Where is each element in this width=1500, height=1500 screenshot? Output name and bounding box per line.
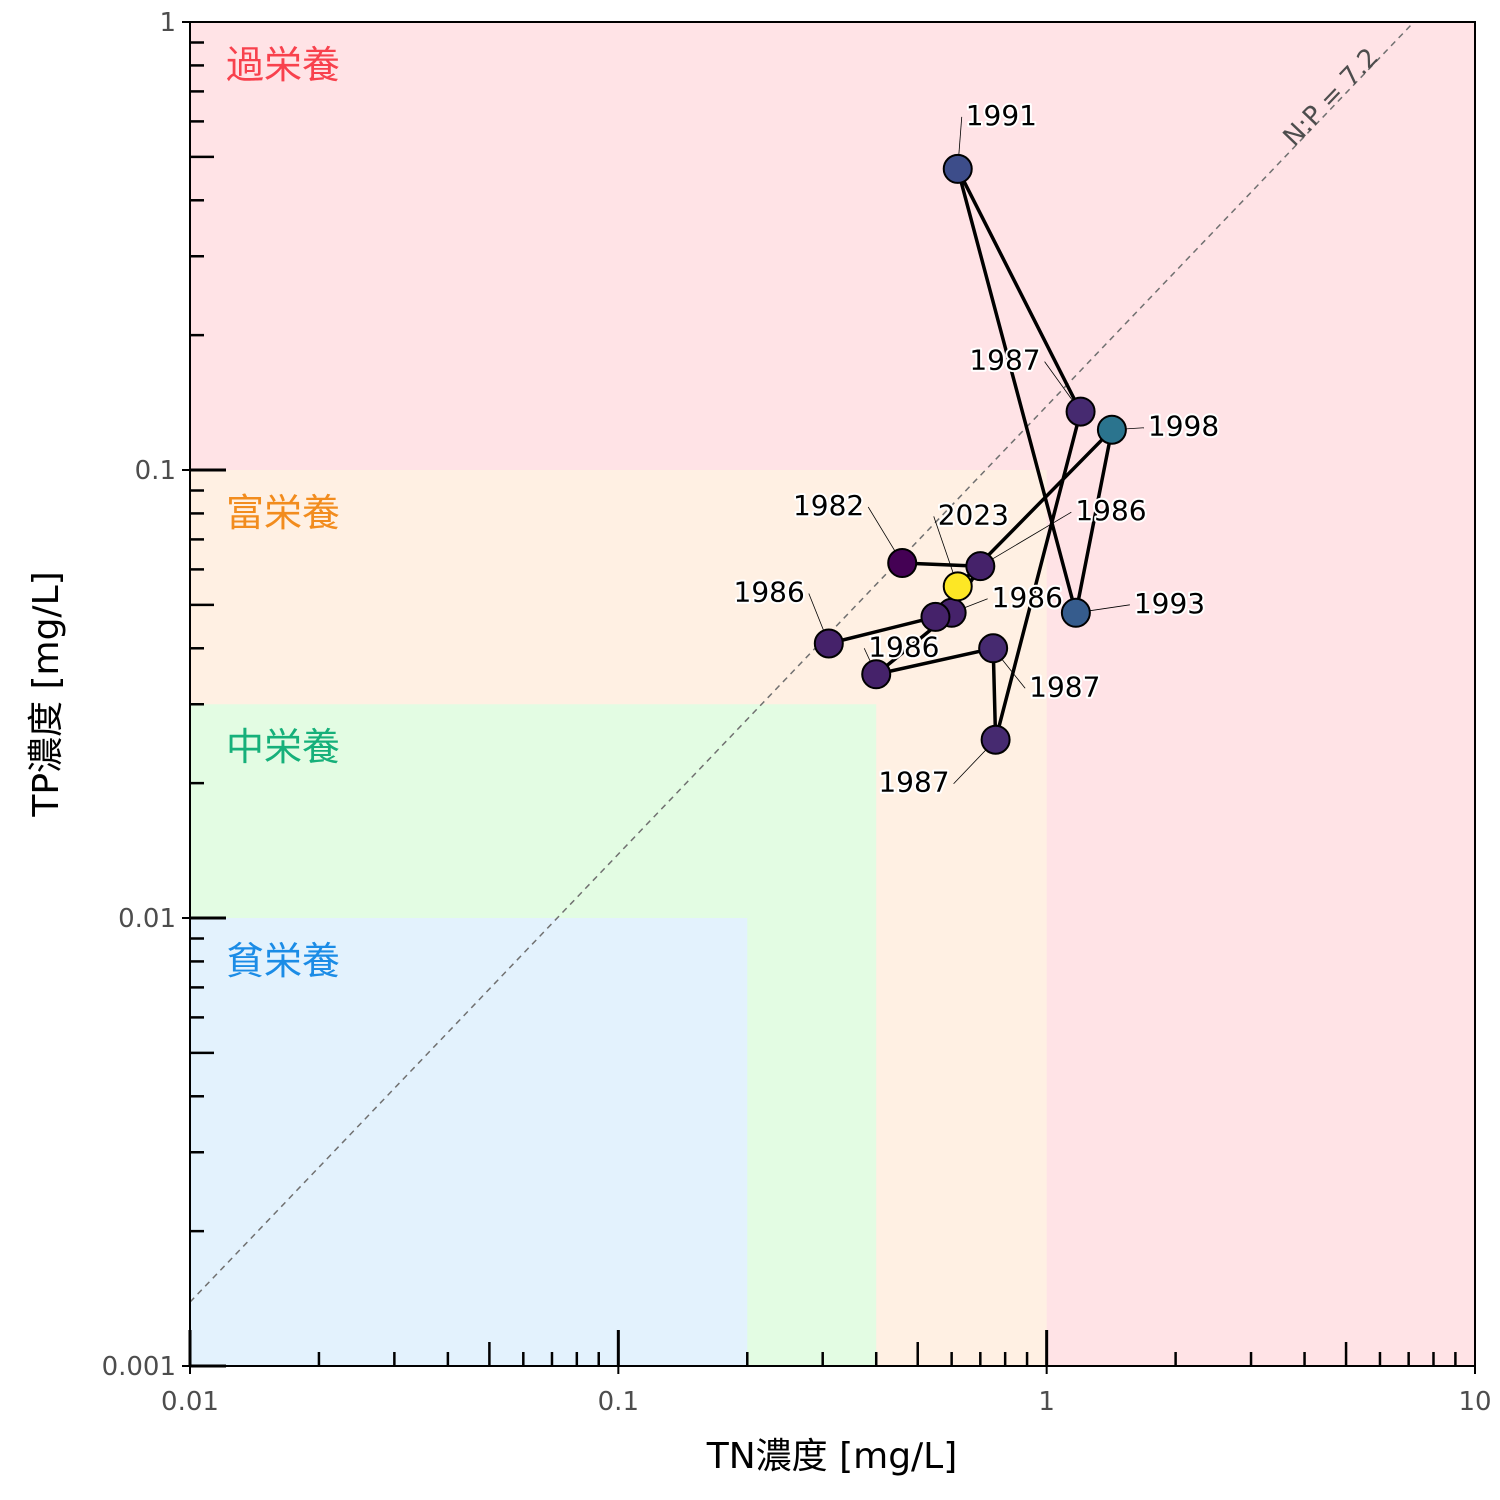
point-label: 1986 bbox=[734, 575, 805, 608]
point-label: 1987 bbox=[1029, 670, 1100, 703]
zone-oligotrophic bbox=[190, 918, 748, 1366]
data-point-labels: 1982 1986 1986 1986 1986 1987 1987 1987 1991 1993… bbox=[732, 97, 1222, 801]
zone-eutrophic-label: 富栄養 bbox=[226, 491, 340, 535]
zone-oligotrophic-label: 貧栄養 bbox=[226, 939, 340, 983]
zone-mesotrophic-label: 中栄養 bbox=[226, 725, 340, 769]
point-label: 1986 bbox=[992, 581, 1063, 614]
x-tick-label: 0.1 bbox=[598, 1387, 639, 1417]
data-point bbox=[942, 153, 973, 184]
data-point bbox=[1065, 396, 1096, 427]
data-point bbox=[887, 548, 918, 579]
y-tick-label: 0.001 bbox=[102, 1352, 176, 1382]
point-label: 1986 bbox=[868, 630, 939, 663]
y-tick-label: 0.1 bbox=[135, 456, 176, 486]
x-tick-label: 0.01 bbox=[161, 1387, 219, 1417]
point-label: 1982 bbox=[793, 489, 864, 522]
x-axis-ticks: 0.01 0.1 1 10 bbox=[161, 1330, 1492, 1417]
data-point bbox=[942, 571, 973, 602]
y-tick-label: 0.01 bbox=[118, 904, 176, 934]
data-points bbox=[813, 153, 1127, 755]
y-axis-title: TP濃度 [mg/L] bbox=[26, 571, 67, 817]
trophic-zones bbox=[190, 22, 1475, 1366]
point-label: 1987 bbox=[878, 766, 949, 799]
data-point bbox=[980, 724, 1011, 755]
label-leader bbox=[980, 511, 1072, 567]
data-point bbox=[1060, 597, 1091, 628]
data-point bbox=[861, 659, 892, 690]
point-label: 1993 bbox=[1134, 587, 1205, 620]
point-label: 2023 bbox=[938, 498, 1009, 531]
data-point bbox=[965, 551, 996, 582]
point-label: 1998 bbox=[1148, 410, 1219, 443]
x-tick-label: 10 bbox=[1458, 1387, 1491, 1417]
data-point bbox=[813, 628, 844, 659]
x-axis-title: TN濃度 [mg/L] bbox=[706, 1436, 958, 1477]
zone-hypereutrophic-label: 過栄養 bbox=[226, 43, 340, 87]
data-point bbox=[1096, 414, 1127, 445]
x-tick-label: 1 bbox=[1038, 1387, 1055, 1417]
data-point bbox=[978, 633, 1009, 664]
point-label: 1986 bbox=[1075, 494, 1146, 527]
y-axis-ticks: 0.001 0.01 0.1 1 bbox=[102, 8, 226, 1382]
y-tick-label: 1 bbox=[159, 8, 176, 38]
np-ratio-line bbox=[189, 21, 1415, 1303]
point-label: 1987 bbox=[969, 344, 1040, 377]
data-point bbox=[920, 601, 951, 632]
plot-frame bbox=[189, 21, 1476, 1367]
point-label: 1991 bbox=[966, 99, 1037, 132]
